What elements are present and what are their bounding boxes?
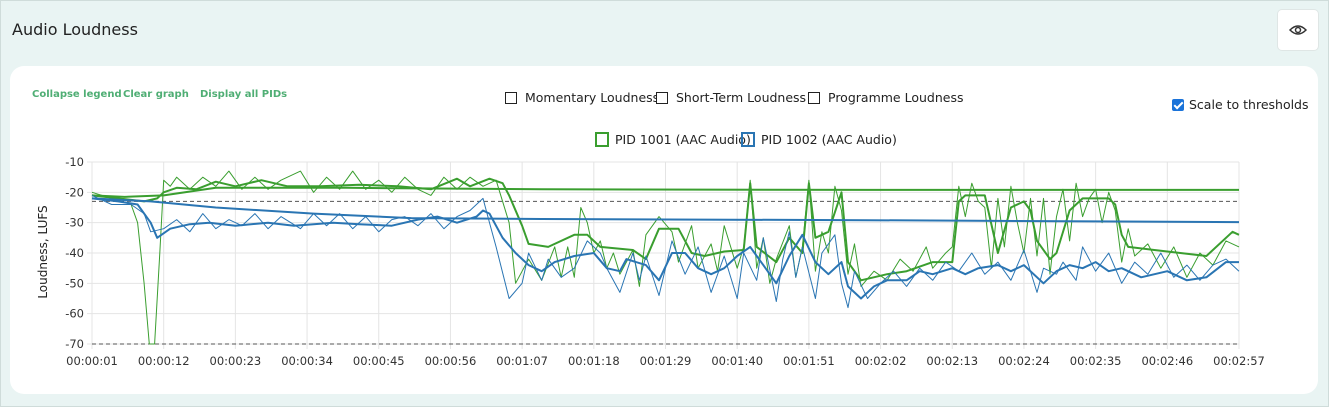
programme-loudness-label: Programme Loudness bbox=[828, 90, 964, 105]
y-tick-label: -70 bbox=[65, 337, 84, 351]
y-tick-label: -30 bbox=[65, 216, 84, 230]
y-tick-label: -60 bbox=[65, 307, 84, 321]
x-tick-label: 00:01:29 bbox=[640, 354, 692, 368]
visibility-toggle-button[interactable] bbox=[1278, 10, 1318, 50]
threshold-lines bbox=[92, 200, 1239, 345]
legend-label: PID 1001 (AAC Audio) bbox=[615, 132, 751, 147]
programme-loudness-toggle[interactable]: Programme Loudness bbox=[808, 90, 963, 105]
checkbox-icon bbox=[505, 91, 517, 104]
series-line-pid-1001-programme bbox=[91, 186, 1239, 198]
scale-to-thresholds-label: Scale to thresholds bbox=[1189, 97, 1309, 112]
x-tick-label: 00:02:13 bbox=[926, 354, 978, 368]
eye-icon bbox=[1289, 25, 1307, 35]
y-tick-label: -20 bbox=[65, 185, 84, 199]
x-tick-label: 00:02:57 bbox=[1213, 354, 1265, 368]
momentary-loudness-toggle[interactable]: Momentary Loudness bbox=[505, 90, 659, 105]
x-tick-label: 00:02:24 bbox=[998, 354, 1050, 368]
checkbox-icon bbox=[808, 91, 820, 104]
chart-series bbox=[91, 170, 1240, 345]
x-tick-label: 00:02:02 bbox=[855, 354, 907, 368]
series-line-pid-1002-programme bbox=[91, 197, 1240, 224]
momentary-loudness-label: Momentary Loudness bbox=[525, 90, 660, 105]
x-tick-label: 00:00:01 bbox=[66, 354, 118, 368]
series-line-pid-1001-short-term bbox=[91, 177, 1240, 282]
y-tick-label: -10 bbox=[65, 155, 84, 169]
legend-swatch bbox=[595, 132, 609, 147]
x-tick-label: 00:01:40 bbox=[711, 354, 763, 368]
legend-label: PID 1002 (AAC Audio) bbox=[761, 132, 897, 147]
collapse-legend-link[interactable]: Collapse legend bbox=[32, 89, 122, 100]
x-tick-label: 00:02:46 bbox=[1141, 354, 1193, 368]
series-line-pid-1001-momentary bbox=[91, 170, 1240, 345]
x-tick-label: 00:00:45 bbox=[353, 354, 405, 368]
x-tick-label: 00:02:35 bbox=[1070, 354, 1122, 368]
y-axis-label: Loudness, LUFS bbox=[36, 205, 50, 298]
x-axis-ticks: 00:00:01 00:00:12 00:00:23 00:00:34 00:00:45… bbox=[66, 354, 1265, 368]
clear-graph-link[interactable]: Clear graph bbox=[123, 89, 189, 100]
chart-card: Collapse legend Clear graph Display all … bbox=[10, 66, 1318, 394]
scale-to-thresholds-toggle[interactable]: Scale to thresholds bbox=[1172, 97, 1309, 112]
display-all-pids-link[interactable]: Display all PIDs bbox=[200, 89, 288, 100]
checkbox-icon bbox=[656, 91, 668, 104]
x-tick-label: 00:01:51 bbox=[783, 354, 835, 368]
x-tick-label: 00:00:12 bbox=[138, 354, 190, 368]
y-axis-ticks: -10 -20 -30 -40 -50 -60 -70 bbox=[65, 155, 84, 351]
short-term-loudness-toggle[interactable]: Short-Term Loudness bbox=[656, 90, 806, 105]
legend-item-pid-1001[interactable]: PID 1001 (AAC Audio) bbox=[595, 132, 751, 147]
page-title: Audio Loudness bbox=[12, 20, 138, 39]
y-tick-label: -50 bbox=[65, 276, 84, 290]
legend-item-pid-1002[interactable]: PID 1002 (AAC Audio) bbox=[741, 132, 897, 147]
short-term-loudness-label: Short-Term Loudness bbox=[676, 90, 807, 105]
x-tick-label: 00:01:18 bbox=[568, 354, 620, 368]
x-tick-label: 00:00:23 bbox=[210, 354, 262, 368]
series-line-pid-1002-short-term bbox=[91, 197, 1239, 300]
x-tick-label: 00:00:56 bbox=[425, 354, 477, 368]
legend-swatch bbox=[741, 132, 755, 147]
y-tick-label: -40 bbox=[65, 246, 84, 260]
x-tick-label: 00:01:07 bbox=[496, 354, 548, 368]
checked-checkbox-icon bbox=[1172, 98, 1184, 111]
x-tick-label: 00:00:34 bbox=[281, 354, 333, 368]
